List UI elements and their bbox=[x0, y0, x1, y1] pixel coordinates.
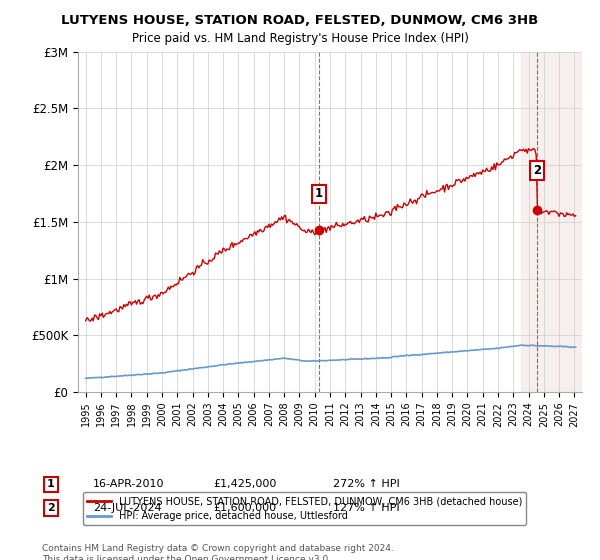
Text: Price paid vs. HM Land Registry's House Price Index (HPI): Price paid vs. HM Land Registry's House … bbox=[131, 32, 469, 45]
Text: LUTYENS HOUSE, STATION ROAD, FELSTED, DUNMOW, CM6 3HB: LUTYENS HOUSE, STATION ROAD, FELSTED, DU… bbox=[61, 14, 539, 27]
Text: 1: 1 bbox=[47, 479, 55, 489]
Text: 1: 1 bbox=[315, 188, 323, 200]
Text: 24-JUL-2024: 24-JUL-2024 bbox=[93, 503, 161, 513]
Text: Contains HM Land Registry data © Crown copyright and database right 2024.
This d: Contains HM Land Registry data © Crown c… bbox=[42, 544, 394, 560]
Bar bbox=[521, 52, 582, 392]
Legend: LUTYENS HOUSE, STATION ROAD, FELSTED, DUNMOW, CM6 3HB (detached house), HPI: Ave: LUTYENS HOUSE, STATION ROAD, FELSTED, DU… bbox=[83, 492, 526, 525]
Text: 16-APR-2010: 16-APR-2010 bbox=[93, 479, 164, 489]
Text: £1,425,000: £1,425,000 bbox=[213, 479, 277, 489]
Text: 2: 2 bbox=[533, 164, 541, 177]
Text: 2: 2 bbox=[47, 503, 55, 513]
Text: £1,600,000: £1,600,000 bbox=[213, 503, 276, 513]
Text: 127% ↑ HPI: 127% ↑ HPI bbox=[333, 503, 400, 513]
Text: 272% ↑ HPI: 272% ↑ HPI bbox=[333, 479, 400, 489]
